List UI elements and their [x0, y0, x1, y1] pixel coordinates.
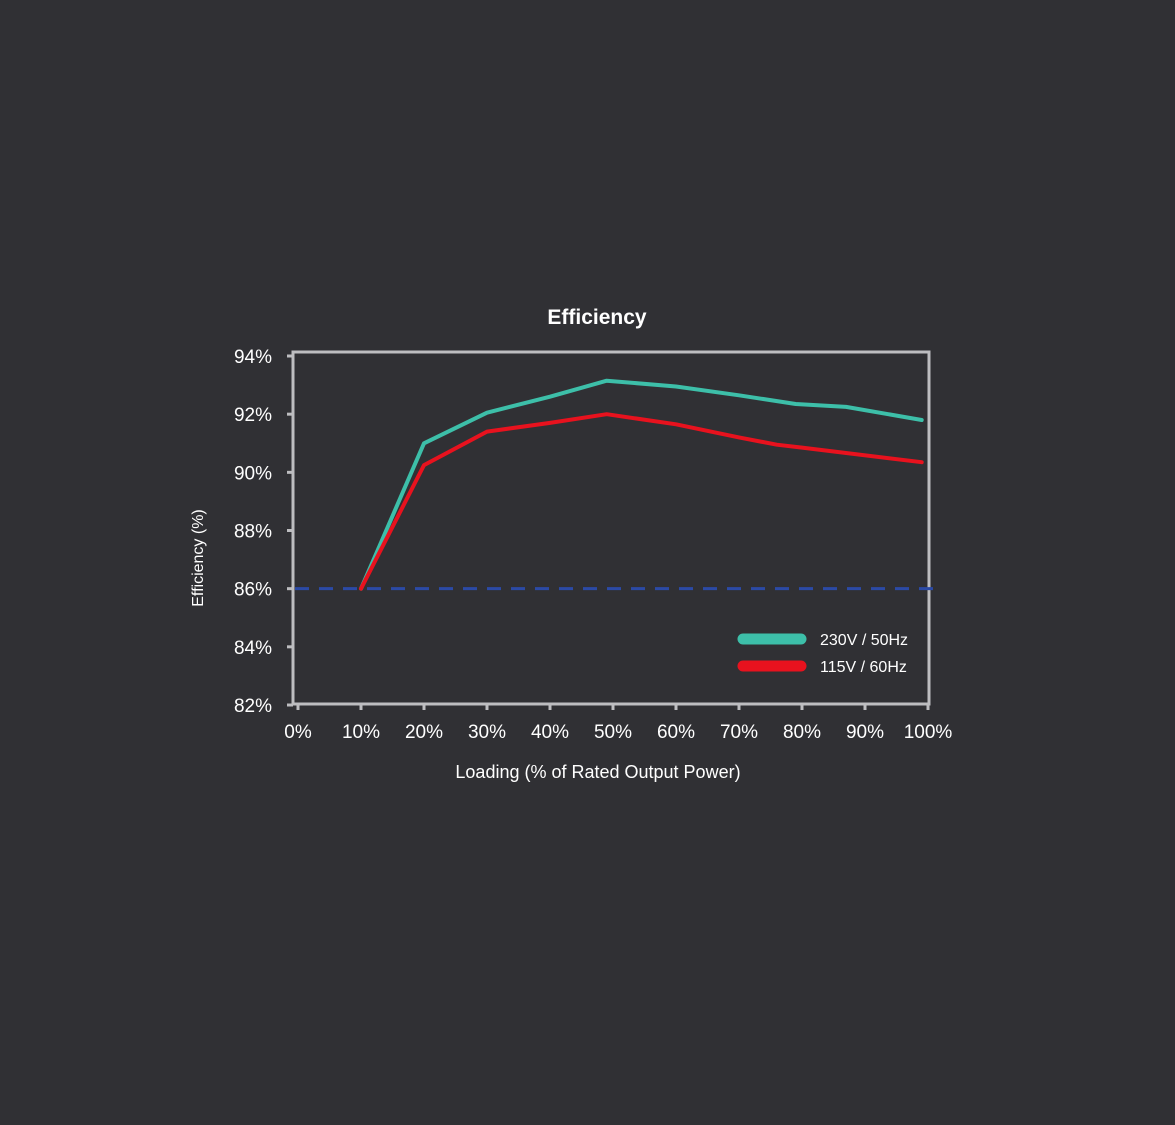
x-axis-label: Loading (% of Rated Output Power) [455, 762, 740, 782]
x-tick-label: 10% [342, 722, 380, 743]
y-axis-label: Efficiency (%) [190, 509, 207, 607]
chart-title: Efficiency [547, 306, 647, 329]
y-tick-label: 92% [234, 405, 272, 426]
y-tick-label: 88% [234, 522, 272, 543]
legend-label: 115V / 60Hz [820, 659, 907, 676]
x-tick-label: 90% [846, 722, 884, 743]
x-tick-label: 70% [720, 722, 758, 743]
plot-frame [291, 350, 931, 706]
y-tick-label: 90% [234, 463, 272, 484]
x-tick-label: 20% [405, 722, 443, 743]
x-tick-label: 50% [594, 722, 632, 743]
y-tick-label: 82% [234, 696, 272, 717]
series-line-red [359, 412, 924, 591]
y-tick-label: 94% [234, 347, 272, 368]
legend-label: 230V / 50Hz [820, 632, 908, 649]
x-tick-label: 100% [904, 722, 953, 743]
x-tick-label: 60% [657, 722, 695, 743]
plot-area: 94% 92% 90% 88% 86% 84% 82% 0% 10% 20% 30% 40% 50% 60… [234, 347, 952, 743]
x-tick-label: 80% [783, 722, 821, 743]
series-line-teal [359, 378, 924, 591]
x-tick-label: 40% [531, 722, 569, 743]
y-tick-label: 86% [234, 580, 272, 601]
y-tick-label: 84% [234, 638, 272, 659]
x-tick-label: 30% [468, 722, 506, 743]
x-tick-label: 0% [284, 722, 312, 743]
